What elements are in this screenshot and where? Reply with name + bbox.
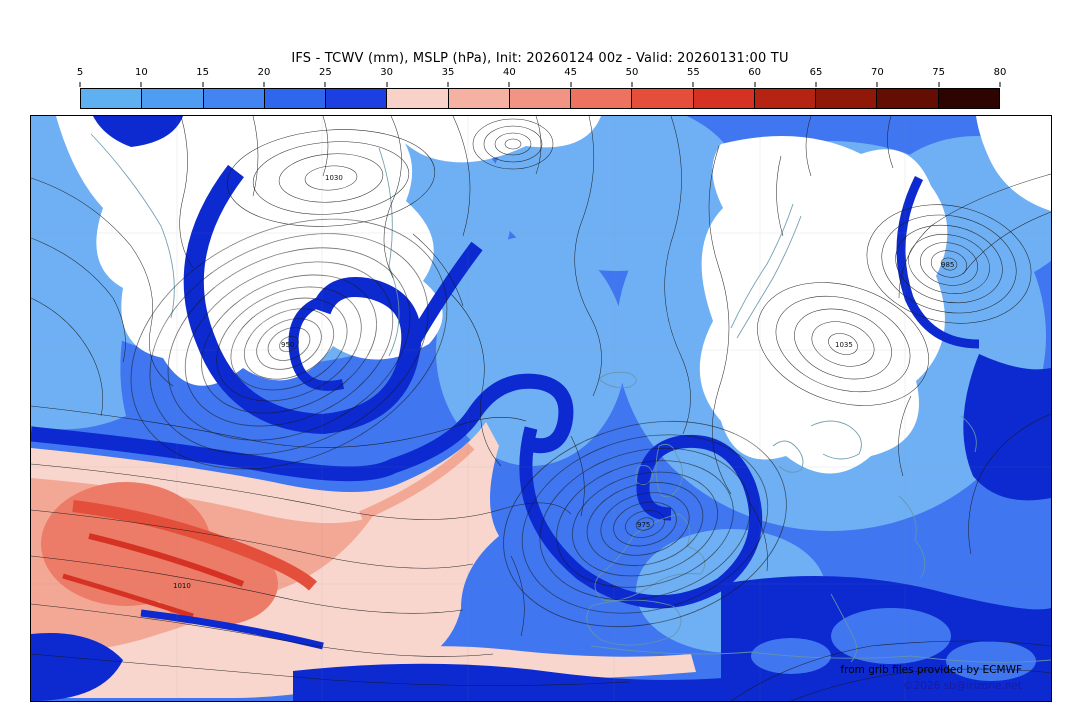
page-title: IFS - TCWV (mm), MSLP (hPa), Init: 20260…: [291, 51, 789, 66]
isobar-labels: 1030 1035 950 975 985 1010: [173, 174, 954, 590]
isobar-label: 1010: [173, 582, 191, 590]
coastline-layer: [90, 133, 1051, 663]
colorbar-tick-label: 55: [686, 67, 700, 78]
colorbar-tick: [386, 82, 388, 87]
colorbar-segment: [632, 89, 694, 108]
colorbar-tick-label: 5: [76, 67, 84, 78]
isobar-label: 950: [281, 341, 294, 349]
colorbar-tick: [876, 82, 878, 87]
colorbar-tick: [324, 82, 326, 87]
colorbar-tick: [447, 82, 449, 87]
isobar-label: 1035: [835, 341, 853, 349]
colorbar-segment: [571, 89, 633, 108]
colorbar-segment: [938, 89, 999, 108]
low-center-3: [866, 204, 1032, 324]
colorbar-segment: [142, 89, 204, 108]
low-center-4: [472, 118, 554, 170]
colorbar-tick-label: 40: [502, 67, 516, 78]
colorbar-tick: [754, 82, 756, 87]
colorbar-tick: [815, 82, 817, 87]
colorbar-tick: [508, 82, 510, 87]
dry-warm-zone-layer: [31, 422, 696, 698]
colorbar-tick-label: 10: [134, 67, 148, 78]
colorbar-tick-label: 70: [870, 67, 884, 78]
colorbar-tick-labels: 5 10 15 20 25 30 35 40 45 50 55 60 65 70…: [76, 67, 1007, 80]
colorbar-segment: [326, 89, 388, 108]
colorbar-segment: [754, 89, 817, 108]
colorbar-tick: [202, 82, 204, 87]
colorbar-tick-label: 75: [932, 67, 946, 78]
colorbar-tick: [140, 82, 142, 87]
attribution-source: from grib files provided by ECMWF: [840, 664, 1022, 676]
colorbar-tick: [692, 82, 694, 87]
colorbar-tick-label: 15: [196, 67, 210, 78]
colorbar-segment: [877, 89, 939, 108]
colorbar-segment: [509, 89, 572, 108]
isobar-label: 975: [637, 521, 650, 529]
colorbar-ticks: [79, 82, 1001, 87]
colorbar-segment: [387, 89, 449, 108]
colorbar-segment: [81, 89, 143, 108]
isobar-label: 1030: [325, 174, 343, 182]
colorbar-tick-label: 45: [564, 67, 578, 78]
isobar-layer: [31, 116, 1051, 701]
colorbar-tick-label: 25: [318, 67, 332, 78]
colorbar-tick-label: 50: [625, 67, 639, 78]
colorbar-segment: [816, 89, 878, 108]
colorbar-tick-label: 80: [993, 67, 1007, 78]
weather-map-svg: 1030 1035 950 975 985 1010: [31, 116, 1051, 701]
isobar-label: 985: [941, 261, 954, 269]
colorbar-tick-label: 65: [809, 67, 823, 78]
colorbar-tick: [938, 82, 940, 87]
colorbar-tick: [263, 82, 265, 87]
colorbar-tick-label: 20: [257, 67, 271, 78]
colorbar-tick-label: 35: [441, 67, 455, 78]
colorbar-tick: [570, 82, 572, 87]
colorbar: [80, 88, 1000, 109]
colorbar-segment: [448, 89, 510, 108]
colorbar-tick-label: 60: [748, 67, 762, 78]
colorbar-tick-label: 30: [380, 67, 394, 78]
graticule-layer: [31, 116, 1051, 701]
low-center-1: [130, 218, 448, 470]
high-center-1: [226, 129, 436, 227]
low-center-2: [503, 421, 787, 627]
colorbar-tick: [79, 82, 81, 87]
colorbar-tick: [631, 82, 633, 87]
colorbar-segment: [203, 89, 265, 108]
colorbar-tick: [999, 82, 1001, 87]
attribution-copyright: ©2026 sb@irizone.net: [903, 680, 1022, 692]
colorbar-segment: [264, 89, 327, 108]
colorbar-segment: [693, 89, 755, 108]
high-center-2: [757, 282, 929, 406]
map-canvas: 1030 1035 950 975 985 1010: [30, 115, 1052, 702]
